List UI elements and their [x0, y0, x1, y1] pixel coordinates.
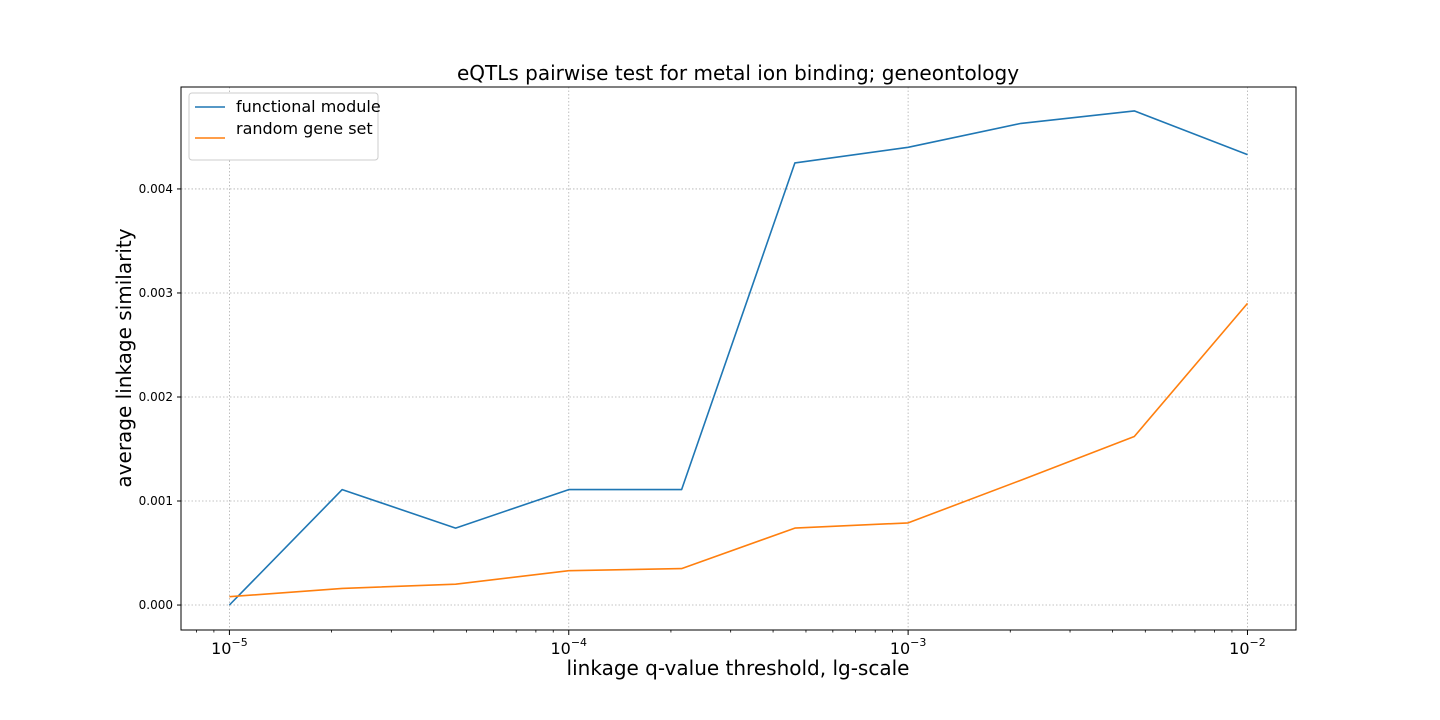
y-tick-label: 0.000 — [139, 598, 173, 612]
legend-label: random gene set — [236, 119, 373, 138]
legend: functional module random gene set — [188, 92, 381, 161]
y-axis-label: average linkage similarity — [112, 228, 136, 487]
series-line-functional-module — [228, 110, 1248, 606]
legend-label: functional module — [236, 97, 381, 116]
series-layer — [228, 110, 1249, 606]
y-tick-label: 0.002 — [139, 390, 173, 404]
chart-title: eQTLs pairwise test for metal ion bindin… — [457, 61, 1019, 85]
series-line-random-gene-set — [229, 302, 1249, 598]
y-tick-label: 0.003 — [139, 286, 173, 300]
legend-box — [188, 92, 379, 161]
grid — [181, 87, 1296, 630]
plot-frame — [180, 86, 1297, 631]
y-axis-ticks: 0.000 0.001 0.002 0.003 0.004 — [139, 182, 181, 612]
y-tick-label: 0.004 — [139, 182, 173, 196]
y-tick-label: 0.001 — [139, 494, 173, 508]
x-axis-label: linkage q-value threshold, lg-scale — [567, 656, 910, 680]
